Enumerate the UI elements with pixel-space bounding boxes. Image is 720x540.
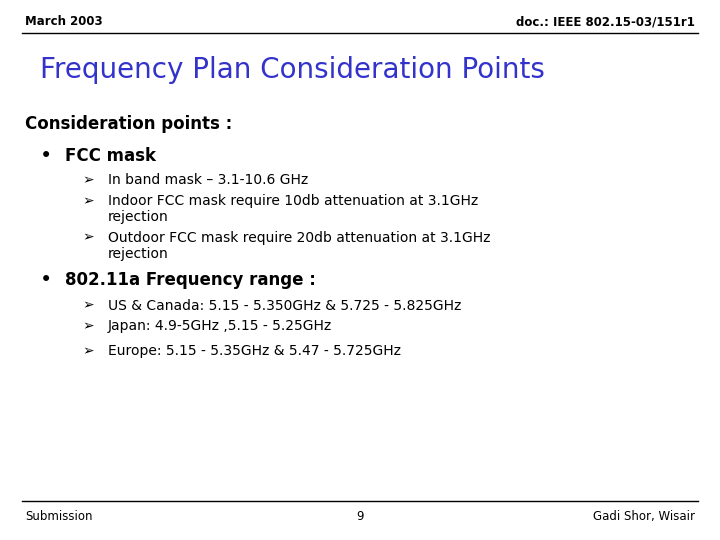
- Text: Gadi Shor, Wisair: Gadi Shor, Wisair: [593, 510, 695, 523]
- Text: doc.: IEEE 802.15-03/151r1: doc.: IEEE 802.15-03/151r1: [516, 15, 695, 28]
- Text: ➢: ➢: [83, 173, 94, 187]
- Text: March 2003: March 2003: [25, 15, 103, 28]
- Text: Submission: Submission: [25, 510, 93, 523]
- Text: Indoor FCC mask require 10db attenuation at 3.1GHz: Indoor FCC mask require 10db attenuation…: [108, 194, 478, 208]
- Text: 9: 9: [356, 510, 364, 523]
- Text: 802.11a Frequency range :: 802.11a Frequency range :: [65, 271, 315, 289]
- Text: •: •: [40, 269, 52, 290]
- Text: ➢: ➢: [83, 194, 94, 208]
- Text: ➢: ➢: [83, 319, 94, 333]
- Text: Consideration points :: Consideration points :: [25, 115, 233, 133]
- Text: Outdoor FCC mask require 20db attenuation at 3.1GHz: Outdoor FCC mask require 20db attenuatio…: [108, 231, 490, 245]
- Text: ➢: ➢: [83, 231, 94, 245]
- Text: ➢: ➢: [83, 299, 94, 313]
- Text: •: •: [40, 145, 52, 166]
- Text: Europe: 5.15 - 5.35GHz & 5.47 - 5.725GHz: Europe: 5.15 - 5.35GHz & 5.47 - 5.725GHz: [108, 344, 401, 358]
- Text: Frequency Plan Consideration Points: Frequency Plan Consideration Points: [40, 56, 544, 84]
- Text: ➢: ➢: [83, 344, 94, 358]
- Text: rejection: rejection: [108, 247, 168, 261]
- Text: In band mask – 3.1-10.6 GHz: In band mask – 3.1-10.6 GHz: [108, 173, 308, 187]
- Text: US & Canada: 5.15 - 5.350GHz & 5.725 - 5.825GHz: US & Canada: 5.15 - 5.350GHz & 5.725 - 5…: [108, 299, 462, 313]
- Text: Japan: 4.9-5GHz ,5.15 - 5.25GHz: Japan: 4.9-5GHz ,5.15 - 5.25GHz: [108, 319, 332, 333]
- Text: FCC mask: FCC mask: [65, 146, 156, 165]
- Text: rejection: rejection: [108, 210, 168, 224]
